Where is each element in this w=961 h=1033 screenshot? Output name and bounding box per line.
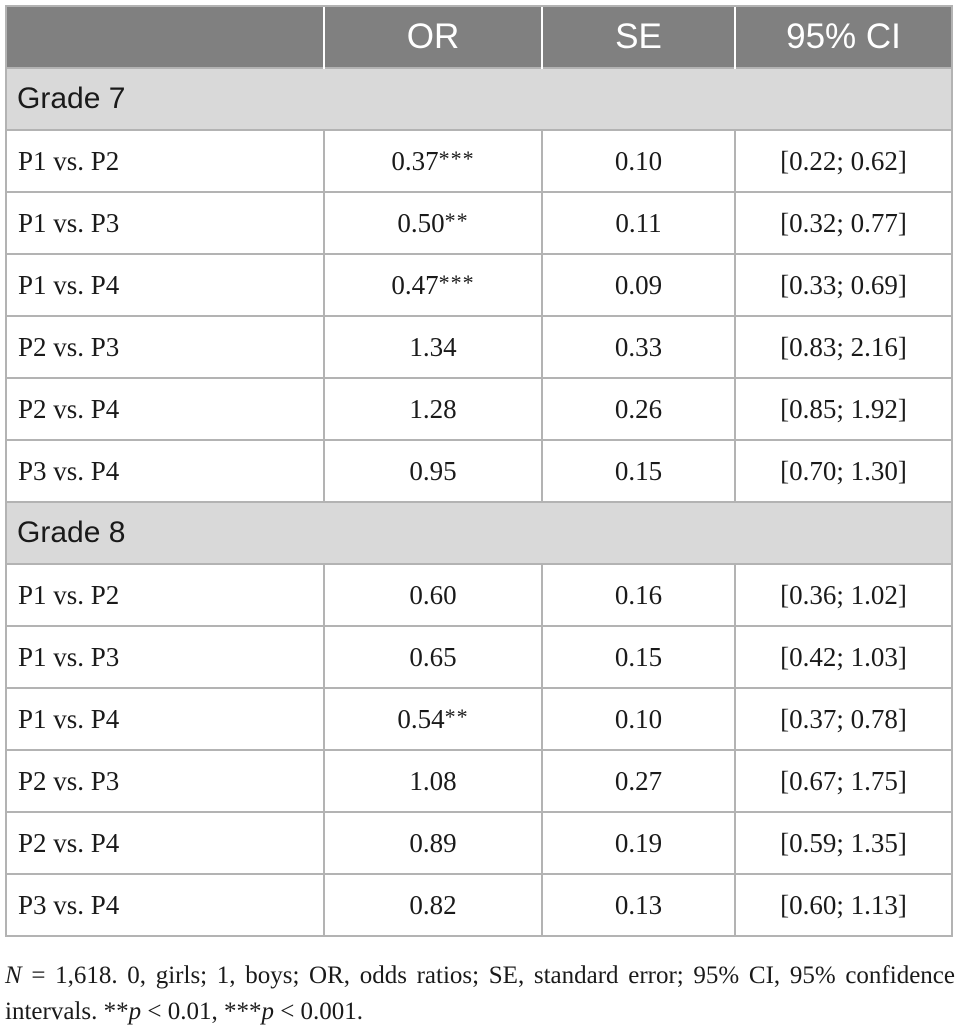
header-se: SE	[541, 7, 735, 68]
cell-ci: [0.70; 1.30]	[734, 439, 951, 502]
cell-or: 0.60	[323, 563, 542, 626]
cell-or: 1.28	[323, 377, 542, 440]
cell-ci: [0.33; 0.69]	[734, 253, 951, 316]
cell-se: 0.26	[541, 377, 735, 440]
cell-or: 0.37***	[323, 129, 542, 192]
cell-comparison: P2 vs. P3	[7, 315, 324, 378]
cell-comparison: P1 vs. P2	[7, 129, 324, 192]
table-row: P3 vs. P4 0.95 0.15 [0.70; 1.30]	[7, 439, 951, 502]
table-row: P1 vs. P2 0.37*** 0.10 [0.22; 0.62]	[7, 129, 951, 192]
cell-se: 0.27	[541, 749, 735, 812]
table-row: P1 vs. P4 0.54** 0.10 [0.37; 0.78]	[7, 687, 951, 750]
significance-marker: **	[444, 207, 469, 233]
cell-se: 0.15	[541, 625, 735, 688]
cell-ci: [0.36; 1.02]	[734, 563, 951, 626]
or-value: 0.54	[397, 703, 445, 734]
or-value: 0.82	[409, 889, 457, 920]
cell-comparison: P2 vs. P3	[7, 749, 324, 812]
cell-ci: [0.67; 1.75]	[734, 749, 951, 812]
or-value: 0.50	[397, 207, 445, 238]
or-value: 0.89	[409, 827, 457, 858]
header-comparison	[7, 7, 324, 68]
cell-comparison: P3 vs. P4	[7, 439, 324, 502]
cell-ci: [0.22; 0.62]	[734, 129, 951, 192]
table-row: P2 vs. P4 0.89 0.19 [0.59; 1.35]	[7, 811, 951, 874]
or-value: 0.37	[391, 145, 439, 176]
footnote-p-label: p	[128, 998, 142, 1025]
or-value: 0.95	[409, 455, 457, 486]
cell-se: 0.19	[541, 811, 735, 874]
table-row: P2 vs. P4 1.28 0.26 [0.85; 1.92]	[7, 377, 951, 440]
cell-ci: [0.85; 1.92]	[734, 377, 951, 440]
group-row: Grade 7	[7, 67, 951, 131]
group-row: Grade 8	[7, 501, 951, 565]
cell-comparison: P1 vs. P4	[7, 253, 324, 316]
table-row: P1 vs. P2 0.60 0.16 [0.36; 1.02]	[7, 563, 951, 626]
or-value: 1.34	[409, 331, 457, 362]
footnote-sig2-text: < 0.01,	[141, 998, 224, 1025]
footnote-sig2-marks: **	[103, 998, 129, 1025]
or-value: 1.28	[409, 393, 457, 424]
odds-ratio-table: OR SE 95% CI Grade 7 P1 vs. P2 0.37*** 0.10…	[7, 7, 951, 935]
cell-comparison: P3 vs. P4	[7, 873, 324, 935]
cell-ci: [0.60; 1.13]	[734, 873, 951, 935]
cell-or: 1.34	[323, 315, 542, 378]
group-label: Grade 8	[7, 501, 951, 565]
table-row: P1 vs. P3 0.65 0.15 [0.42; 1.03]	[7, 625, 951, 688]
group-label: Grade 7	[7, 67, 951, 131]
table-row: P2 vs. P3 1.08 0.27 [0.67; 1.75]	[7, 749, 951, 812]
cell-se: 0.13	[541, 873, 735, 935]
cell-se: 0.10	[541, 129, 735, 192]
footnote-text: = 1,618. 0, girls; 1, boys; OR, odds rat…	[5, 962, 955, 1025]
cell-se: 0.10	[541, 687, 735, 750]
cell-or: 0.50**	[323, 191, 542, 254]
table-row: P3 vs. P4 0.82 0.13 [0.60; 1.13]	[7, 873, 951, 935]
cell-comparison: P1 vs. P2	[7, 563, 324, 626]
cell-ci: [0.83; 2.16]	[734, 315, 951, 378]
cell-comparison: P1 vs. P4	[7, 687, 324, 750]
cell-comparison: P2 vs. P4	[7, 811, 324, 874]
cell-or: 0.95	[323, 439, 542, 502]
cell-se: 0.11	[541, 191, 735, 254]
cell-se: 0.15	[541, 439, 735, 502]
footnote-sig3-text: < 0.001.	[273, 998, 364, 1025]
or-value: 0.47	[391, 269, 439, 300]
cell-comparison: P2 vs. P4	[7, 377, 324, 440]
cell-se: 0.33	[541, 315, 735, 378]
cell-or: 0.89	[323, 811, 542, 874]
cell-or: 0.65	[323, 625, 542, 688]
cell-or: 0.47***	[323, 253, 542, 316]
cell-or: 0.82	[323, 873, 542, 935]
table-footnote: N = 1,618. 0, girls; 1, boys; OR, odds r…	[5, 958, 955, 1030]
significance-marker: **	[444, 703, 469, 729]
header-or: OR	[323, 7, 542, 68]
significance-marker: ***	[438, 145, 475, 171]
header-ci: 95% CI	[734, 7, 951, 68]
cell-se: 0.16	[541, 563, 735, 626]
table-body: Grade 7 P1 vs. P2 0.37*** 0.10 [0.22; 0.62] P…	[7, 67, 951, 935]
cell-ci: [0.32; 0.77]	[734, 191, 951, 254]
cell-se: 0.09	[541, 253, 735, 316]
table-row: P1 vs. P4 0.47*** 0.09 [0.33; 0.69]	[7, 253, 951, 316]
cell-ci: [0.59; 1.35]	[734, 811, 951, 874]
cell-comparison: P1 vs. P3	[7, 625, 324, 688]
table-row: P2 vs. P3 1.34 0.33 [0.83; 2.16]	[7, 315, 951, 378]
cell-ci: [0.42; 1.03]	[734, 625, 951, 688]
or-value: 0.65	[409, 641, 457, 672]
cell-ci: [0.37; 0.78]	[734, 687, 951, 750]
footnote-n-label: N	[5, 962, 22, 989]
or-value: 1.08	[409, 765, 457, 796]
table-row: P1 vs. P3 0.50** 0.11 [0.32; 0.77]	[7, 191, 951, 254]
results-table-container: OR SE 95% CI Grade 7 P1 vs. P2 0.37*** 0.10…	[5, 5, 953, 937]
header-row: OR SE 95% CI	[7, 7, 951, 68]
cell-or: 0.54**	[323, 687, 542, 750]
cell-comparison: P1 vs. P3	[7, 191, 324, 254]
cell-or: 1.08	[323, 749, 542, 812]
or-value: 0.60	[409, 579, 457, 610]
footnote-sig3-marks: ***	[223, 998, 262, 1025]
significance-marker: ***	[438, 269, 475, 295]
footnote-p-label-2: p	[261, 998, 274, 1025]
